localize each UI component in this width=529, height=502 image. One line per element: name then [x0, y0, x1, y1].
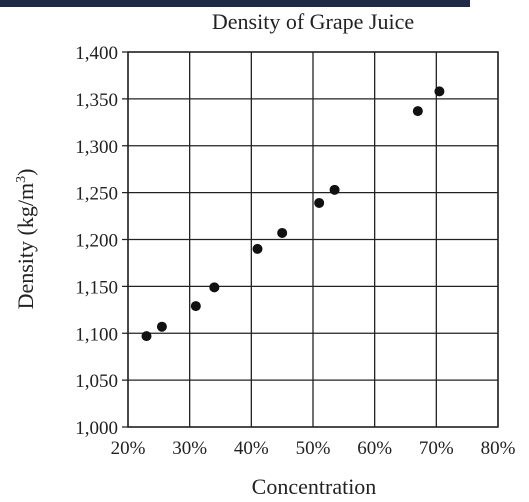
- y-axis-label-main: Density (kg/m: [13, 183, 38, 310]
- data-point: [434, 86, 445, 97]
- top-header-band: [0, 0, 470, 7]
- data-point: [209, 282, 220, 293]
- y-axis-label-superscript: 3: [14, 176, 29, 183]
- y-tick-label: 1,050: [75, 371, 118, 392]
- y-tick-label: 1,300: [75, 137, 118, 158]
- data-point: [141, 331, 152, 342]
- x-tick-label: 50%: [296, 438, 331, 459]
- x-tick-label: 20%: [111, 438, 146, 459]
- y-tick-label: 1,200: [75, 231, 118, 252]
- data-point: [190, 301, 201, 312]
- x-tick-label: 70%: [419, 438, 454, 459]
- y-tick-labels: 1,000 1,050 1,100 1,150 1,200 1,250 1,300 1,350…: [75, 43, 118, 439]
- x-tick-label: 60%: [357, 438, 392, 459]
- y-axis-label: Density (kg/m3): [13, 169, 38, 310]
- data-point: [329, 184, 340, 195]
- plot-frame: [127, 51, 499, 428]
- x-tick-label: 30%: [172, 438, 207, 459]
- y-tick-label: 1,400: [75, 43, 118, 64]
- data-point: [252, 243, 263, 254]
- grid-layer: [122, 51, 499, 428]
- data-points: [141, 86, 445, 342]
- data-point: [277, 227, 288, 238]
- data-point: [412, 106, 423, 117]
- data-point: [314, 197, 325, 208]
- y-axis-label-close: ): [13, 169, 38, 176]
- x-tick-labels: 20% 30% 40% 50% 60% 70% 80%: [111, 438, 516, 459]
- x-axis-label: Concentration: [252, 474, 377, 499]
- y-tick-label: 1,000: [75, 418, 118, 439]
- data-point: [156, 321, 167, 332]
- x-tick-label: 40%: [234, 438, 269, 459]
- y-tick-label: 1,350: [75, 90, 118, 111]
- y-tick-label: 1,250: [75, 184, 118, 205]
- y-tick-label: 1,150: [75, 277, 118, 298]
- chart-title: Density of Grape Juice: [212, 9, 414, 34]
- x-tick-label: 80%: [481, 438, 516, 459]
- y-tick-label: 1,100: [75, 324, 118, 345]
